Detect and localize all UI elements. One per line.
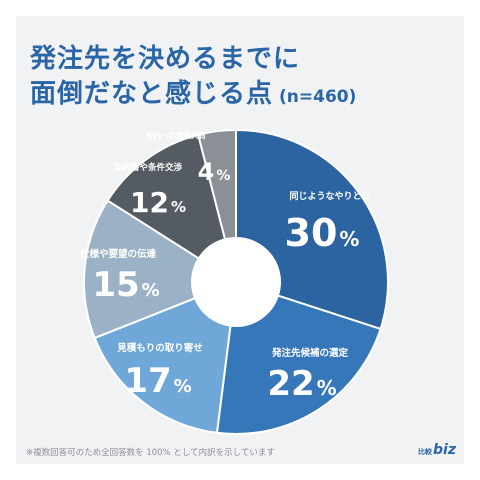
slice-value-number-1: 30	[285, 211, 338, 255]
brand-logo: 比較 biz	[418, 442, 456, 458]
slice-label-6: 社内への情報共有	[145, 130, 206, 140]
slice-label-2: 発注先候補の選定	[271, 347, 349, 359]
donut-hole	[192, 238, 280, 326]
slice-value-6: 4%	[198, 158, 231, 186]
slice-label-1: 同じようなやりとり	[289, 191, 370, 202]
slice-value-number-6: 4	[198, 158, 215, 186]
slice-value-number-2: 22	[267, 364, 314, 404]
footnote: ※複数回答可のため全回答数を 100% として内訳を示しています	[26, 448, 275, 458]
slice-value-5: 12%	[130, 186, 186, 219]
slice-label-3: 見積もりの取り寄せ	[116, 342, 203, 354]
slice-value-unit-4: %	[142, 280, 160, 301]
slice-value-unit-6: %	[216, 168, 230, 184]
slice-label-5: 契約書や条件交渉	[113, 162, 183, 173]
slice-value-3: 17%	[124, 361, 191, 401]
title-line-2: 面倒だなと感じる点 (n=460)	[30, 73, 356, 110]
slice-value-unit-1: %	[339, 227, 359, 251]
slice-value-unit-2: %	[317, 376, 337, 400]
slice-label-4: 仕様や要望の伝達	[79, 248, 157, 260]
brand-logo-mark: 比較	[418, 448, 432, 456]
slice-value-number-5: 12	[130, 186, 169, 219]
slice-value-4: 15%	[92, 265, 159, 305]
slice-value-unit-3: %	[174, 376, 192, 397]
brand-logo-biz: biz	[433, 442, 456, 458]
slice-value-2: 22%	[267, 364, 336, 404]
slice-value-unit-5: %	[171, 198, 186, 216]
title-line-1: 発注先を決めるまでに	[30, 44, 301, 74]
title-line-2-text: 面倒だなと感じる点	[30, 79, 274, 109]
slice-value-number-4: 15	[92, 265, 139, 305]
slice-value-1: 30%	[285, 211, 360, 255]
slice-value-number-3: 17	[124, 361, 171, 401]
sample-size: (n=460)	[279, 87, 357, 107]
